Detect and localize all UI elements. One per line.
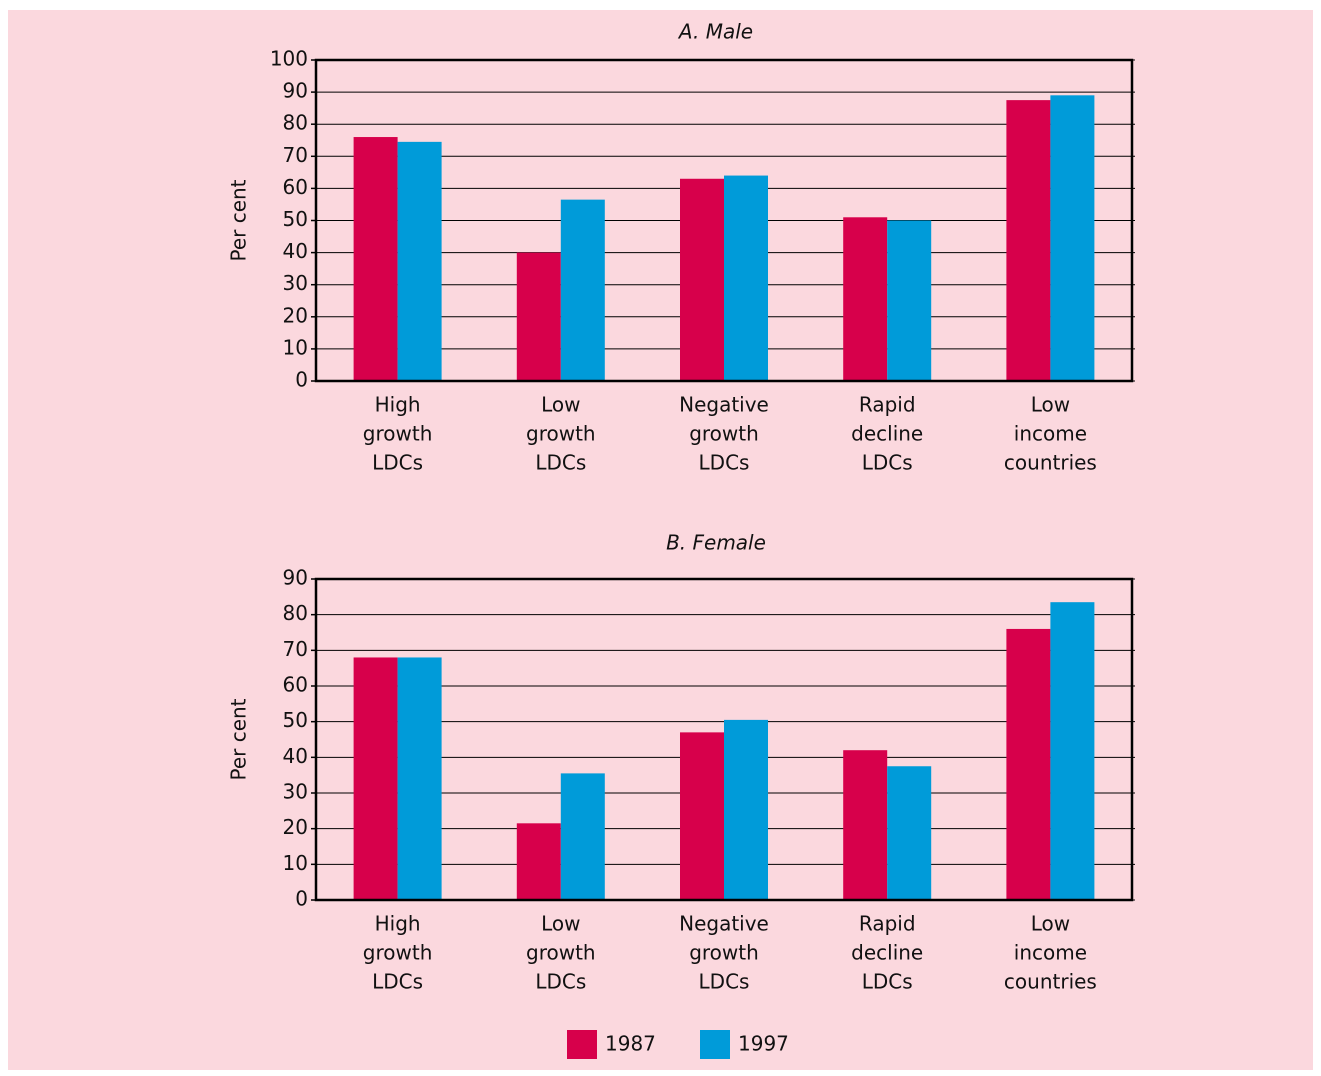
x-tick-label: High	[375, 393, 421, 417]
x-tick-label: LDCs	[372, 451, 423, 475]
x-tick-label: LDCs	[862, 970, 913, 994]
bar	[397, 141, 442, 381]
y-tick-label: 0	[295, 887, 308, 911]
x-tick-label: Low	[541, 912, 580, 936]
chart-title: B. Female	[666, 531, 766, 555]
chart-title: A. Male	[677, 20, 753, 44]
x-tick-label: income	[1014, 941, 1087, 965]
x-tick-label: Negative	[679, 912, 769, 936]
y-tick-label: 10	[283, 335, 308, 359]
y-tick-label: 100	[270, 47, 308, 71]
y-tick-label: 80	[283, 111, 308, 135]
plot-frame	[314, 577, 1134, 902]
bar	[560, 199, 605, 381]
x-tick-label: Low	[541, 393, 580, 417]
x-tick-label: growth	[689, 422, 759, 446]
legend-swatch	[700, 1030, 730, 1059]
bar	[353, 137, 398, 381]
bar	[397, 657, 442, 900]
x-tick-label: countries	[1004, 451, 1097, 475]
bar	[516, 823, 561, 900]
bar	[1006, 100, 1051, 381]
x-tick-label: growth	[689, 941, 759, 965]
x-tick-label: Rapid	[859, 912, 916, 936]
bar	[724, 175, 768, 381]
y-tick-label: 10	[283, 851, 308, 875]
background	[8, 10, 1313, 1070]
x-tick-label: growth	[363, 941, 433, 965]
legend-label: 1987	[605, 1032, 656, 1056]
y-tick-label: 20	[283, 303, 308, 327]
y-tick-label: 50	[283, 207, 308, 231]
y-tick-label: 50	[283, 708, 308, 732]
bar	[516, 252, 561, 381]
y-tick-label: 90	[283, 79, 308, 103]
y-tick-label: 40	[283, 239, 308, 263]
bar	[1006, 628, 1051, 900]
bar	[887, 220, 932, 381]
x-tick-label: LDCs	[535, 970, 586, 994]
y-tick-label: 30	[283, 271, 308, 295]
y-tick-label: 70	[283, 143, 308, 167]
legend-swatch	[567, 1030, 597, 1059]
bar	[1050, 95, 1095, 381]
y-tick-label: 80	[283, 601, 308, 625]
x-tick-label: LDCs	[862, 451, 913, 475]
y-tick-label: 70	[283, 637, 308, 661]
y-axis-label: Per cent	[227, 698, 251, 780]
x-tick-label: Negative	[679, 393, 769, 417]
x-tick-label: Low	[1031, 912, 1070, 936]
x-tick-label: LDCs	[699, 451, 750, 475]
x-tick-label: LDCs	[535, 451, 586, 475]
x-tick-label: Rapid	[859, 393, 916, 417]
bar	[843, 750, 888, 900]
y-tick-label: 90	[283, 566, 308, 590]
x-tick-label: High	[375, 912, 421, 936]
x-tick-label: decline	[851, 941, 923, 965]
bar	[353, 657, 398, 900]
y-tick-label: 20	[283, 815, 308, 839]
plot-frame	[314, 58, 1134, 383]
bar	[560, 773, 605, 900]
x-tick-label: decline	[851, 422, 923, 446]
x-tick-label: Low	[1031, 393, 1070, 417]
bar	[1050, 602, 1095, 900]
x-tick-label: LDCs	[699, 970, 750, 994]
y-axis-label: Per cent	[227, 179, 251, 261]
x-tick-label: growth	[363, 422, 433, 446]
bar	[680, 178, 724, 381]
x-tick-label: income	[1014, 422, 1087, 446]
bar	[724, 719, 768, 900]
legend-label: 1997	[738, 1032, 789, 1056]
x-tick-label: growth	[526, 941, 596, 965]
bar	[843, 217, 888, 381]
y-tick-label: 30	[283, 780, 308, 804]
bar	[887, 766, 932, 900]
y-tick-label: 40	[283, 744, 308, 768]
y-tick-label: 60	[283, 673, 308, 697]
y-tick-label: 0	[295, 368, 308, 392]
x-tick-label: LDCs	[372, 970, 423, 994]
bar	[680, 732, 724, 900]
x-tick-label: countries	[1004, 970, 1097, 994]
x-tick-label: growth	[526, 422, 596, 446]
y-tick-label: 60	[283, 175, 308, 199]
